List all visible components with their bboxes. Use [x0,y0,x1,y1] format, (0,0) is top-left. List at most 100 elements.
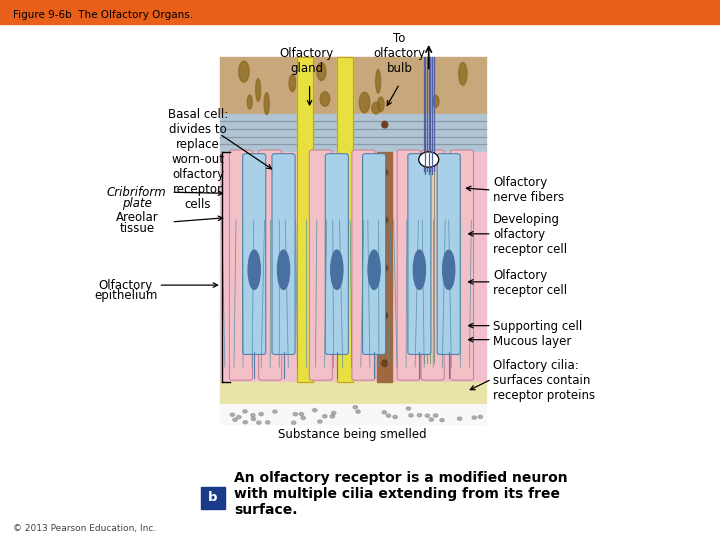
FancyBboxPatch shape [243,154,266,354]
Text: Developing
olfactory
receptor cell: Developing olfactory receptor cell [493,213,567,256]
Ellipse shape [339,70,345,86]
Circle shape [406,407,410,410]
Bar [220,404,486,424]
Circle shape [300,413,304,416]
FancyBboxPatch shape [325,154,348,354]
Circle shape [257,421,261,424]
FancyBboxPatch shape [272,154,295,354]
FancyBboxPatch shape [230,150,253,380]
Circle shape [429,418,433,421]
Ellipse shape [320,92,330,106]
FancyBboxPatch shape [437,154,460,354]
Ellipse shape [377,97,384,112]
Ellipse shape [317,63,326,80]
Bar [220,152,486,382]
Bar [337,57,353,382]
Ellipse shape [330,250,343,289]
Ellipse shape [289,75,296,92]
Ellipse shape [382,360,387,367]
Circle shape [312,409,317,412]
Circle shape [409,414,413,417]
Ellipse shape [248,250,261,289]
Ellipse shape [300,82,307,96]
Ellipse shape [382,217,387,224]
Ellipse shape [368,250,380,289]
Circle shape [433,414,438,417]
Circle shape [472,416,477,419]
Circle shape [426,414,430,417]
Circle shape [273,410,277,413]
Text: Supporting cell: Supporting cell [493,320,582,333]
Circle shape [387,414,391,417]
Text: b: b [208,491,217,504]
Circle shape [233,418,237,421]
Text: Olfactory: Olfactory [99,279,153,292]
Text: Basal cell:
divides to
replace
worn-out
olfactory
receptor
cells: Basal cell: divides to replace worn-out … [168,108,228,211]
Circle shape [251,414,255,417]
Ellipse shape [372,102,380,114]
Text: epithelium: epithelium [94,289,158,302]
Ellipse shape [300,98,308,114]
Circle shape [356,410,360,413]
Bar [297,57,312,382]
FancyBboxPatch shape [408,154,431,354]
Bar [297,57,312,382]
Circle shape [331,411,336,415]
Ellipse shape [433,96,439,107]
Circle shape [318,420,322,423]
Bar [337,57,353,382]
Ellipse shape [382,122,387,128]
Text: Figure 9-6b  The Olfactory Organs.: Figure 9-6b The Olfactory Organs. [13,10,193,20]
Ellipse shape [256,79,261,101]
Circle shape [478,415,482,418]
Circle shape [243,421,248,424]
Text: Substance being smelled: Substance being smelled [279,428,427,441]
Text: Olfactory cilia:
surfaces contain
receptor proteins: Olfactory cilia: surfaces contain recept… [493,359,595,402]
Ellipse shape [382,265,387,271]
FancyBboxPatch shape [451,150,474,380]
Bar [220,57,486,113]
Circle shape [292,421,296,424]
Circle shape [293,413,297,416]
Circle shape [266,421,270,424]
Text: Olfactory
gland: Olfactory gland [279,46,334,75]
Circle shape [440,418,444,422]
Text: Olfactory
nerve fibers: Olfactory nerve fibers [493,176,564,204]
Circle shape [353,406,357,409]
Bar [377,152,392,382]
FancyBboxPatch shape [258,150,282,380]
Circle shape [323,415,327,418]
Text: Cribriform: Cribriform [107,186,166,199]
FancyBboxPatch shape [363,154,386,354]
Text: Areolar: Areolar [115,211,158,224]
Circle shape [251,417,256,421]
Ellipse shape [443,250,455,289]
Ellipse shape [413,250,426,289]
FancyBboxPatch shape [310,150,333,380]
Ellipse shape [382,169,387,176]
Text: tissue: tissue [120,222,154,235]
Ellipse shape [264,93,269,114]
Text: Olfactory
receptor cell: Olfactory receptor cell [493,269,567,297]
Ellipse shape [277,250,289,289]
Ellipse shape [359,92,370,113]
Ellipse shape [376,70,381,93]
Bar [220,113,486,152]
Text: plate: plate [122,197,152,210]
Circle shape [330,415,335,418]
Circle shape [418,414,422,417]
Circle shape [393,415,397,418]
Circle shape [457,417,462,420]
Circle shape [301,416,305,420]
Text: An olfactory receptor is a modified neuron
with multiple cilia extending from it: An olfactory receptor is a modified neur… [234,471,567,517]
FancyBboxPatch shape [397,150,420,380]
Text: Mucous layer: Mucous layer [493,335,572,348]
FancyBboxPatch shape [201,487,225,509]
FancyBboxPatch shape [421,150,444,380]
Circle shape [243,410,247,413]
Text: © 2013 Pearson Education, Inc.: © 2013 Pearson Education, Inc. [13,524,156,532]
Circle shape [259,413,264,416]
Ellipse shape [247,95,252,109]
Ellipse shape [238,61,249,82]
Circle shape [230,413,235,416]
